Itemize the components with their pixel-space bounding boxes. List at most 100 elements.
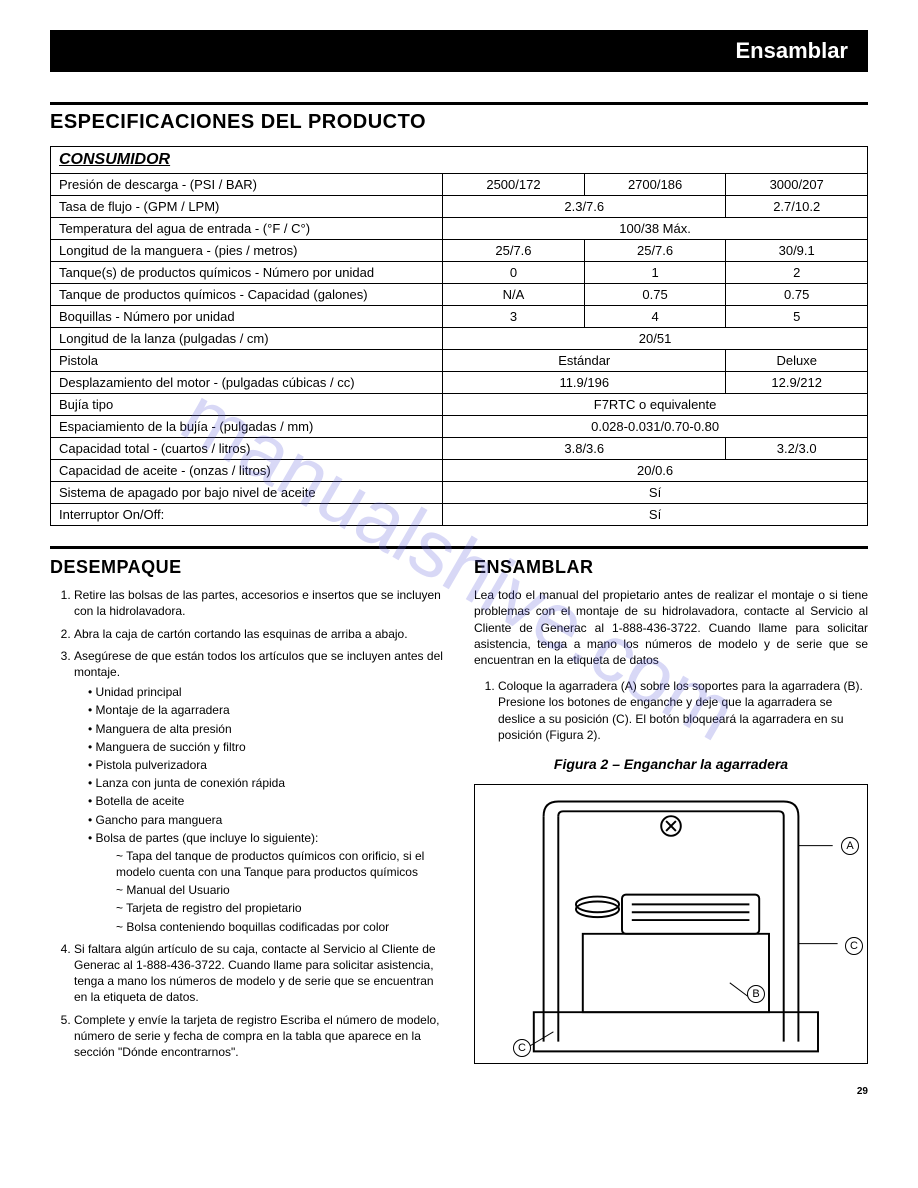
- spec-value: 20/51: [443, 328, 868, 350]
- figure-label-c: C: [845, 937, 863, 955]
- list-item: Bolsa de partes (que incluye lo siguient…: [88, 830, 444, 935]
- list-text: Asegúrese de que están todos los artícul…: [74, 649, 443, 679]
- table-row: Espaciamiento de la bujía - (pulgadas / …: [51, 416, 868, 438]
- spec-value: 2.3/7.6: [443, 196, 726, 218]
- divider: [50, 102, 868, 105]
- spec-value: 0.75: [584, 284, 726, 306]
- spec-value: N/A: [443, 284, 585, 306]
- spec-label: Capacidad total - (cuartos / litros): [51, 438, 443, 460]
- list-item: Coloque la agarradera (A) sobre los sopo…: [498, 678, 868, 743]
- list-item: Si faltara algún artículo de su caja, co…: [74, 941, 444, 1006]
- specs-subheading: CONSUMIDOR: [51, 147, 868, 174]
- table-row: Desplazamiento del motor - (pulgadas cúb…: [51, 372, 868, 394]
- spec-value: 2700/186: [584, 174, 726, 196]
- list-item: Manguera de succión y filtro: [88, 739, 444, 755]
- spec-label: Interruptor On/Off:: [51, 504, 443, 526]
- list-item: Montaje de la agarradera: [88, 702, 444, 718]
- ensamblar-heading: ENSAMBLAR: [474, 555, 868, 579]
- list-item: Bolsa conteniendo boquillas codificadas …: [116, 919, 444, 935]
- specs-table: CONSUMIDOR Presión de descarga - (PSI / …: [50, 146, 868, 526]
- spec-label: Longitud de la manguera - (pies / metros…: [51, 240, 443, 262]
- spec-value: 0.028-0.031/0.70-0.80: [443, 416, 868, 438]
- list-item: Complete y envíe la tarjeta de registro …: [74, 1012, 444, 1061]
- list-item: Botella de aceite: [88, 793, 444, 809]
- figure-title: Figura 2 – Enganchar la agarradera: [474, 755, 868, 774]
- table-row: Presión de descarga - (PSI / BAR)2500/17…: [51, 174, 868, 196]
- spec-label: Capacidad de aceite - (onzas / litros): [51, 460, 443, 482]
- table-row: Capacidad total - (cuartos / litros)3.8/…: [51, 438, 868, 460]
- spec-value: Deluxe: [726, 350, 868, 372]
- table-row: Capacidad de aceite - (onzas / litros)20…: [51, 460, 868, 482]
- spec-value: 20/0.6: [443, 460, 868, 482]
- spec-value: 3.8/3.6: [443, 438, 726, 460]
- spec-value: 0: [443, 262, 585, 284]
- spec-value: 100/38 Máx.: [443, 218, 868, 240]
- desempaque-list: Retire las bolsas de las partes, accesor…: [50, 587, 444, 1060]
- spec-value: F7RTC o equivalente: [443, 394, 868, 416]
- figure-label-c2: C: [513, 1039, 531, 1057]
- list-item: Gancho para manguera: [88, 812, 444, 828]
- figure-2: A C B C: [474, 784, 868, 1064]
- page-number: 29: [50, 1086, 868, 1097]
- table-row: Boquillas - Número por unidad345: [51, 306, 868, 328]
- spec-value: 2: [726, 262, 868, 284]
- table-row: Longitud de la manguera - (pies / metros…: [51, 240, 868, 262]
- table-row: Bujía tipoF7RTC o equivalente: [51, 394, 868, 416]
- spec-value: 4: [584, 306, 726, 328]
- list-item: Manual del Usuario: [116, 882, 444, 898]
- spec-value: 0.75: [726, 284, 868, 306]
- spec-label: Tanque de productos químicos - Capacidad…: [51, 284, 443, 306]
- list-item: Lanza con junta de conexión rápida: [88, 775, 444, 791]
- desempaque-heading: DESEMPAQUE: [50, 555, 444, 579]
- tilde-list: Tapa del tanque de productos químicos co…: [88, 848, 444, 935]
- table-row: PistolaEstándarDeluxe: [51, 350, 868, 372]
- header-bar: Ensamblar: [50, 30, 868, 72]
- spec-label: Boquillas - Número por unidad: [51, 306, 443, 328]
- figure-label-a: A: [841, 837, 859, 855]
- list-item: Asegúrese de que están todos los artícul…: [74, 648, 444, 935]
- table-row: Sistema de apagado por bajo nivel de ace…: [51, 482, 868, 504]
- engine-diagram-icon: [475, 785, 867, 1063]
- spec-value: 3: [443, 306, 585, 328]
- list-item: Retire las bolsas de las partes, accesor…: [74, 587, 444, 619]
- spec-label: Longitud de la lanza (pulgadas / cm): [51, 328, 443, 350]
- spec-label: Pistola: [51, 350, 443, 372]
- spec-label: Sistema de apagado por bajo nivel de ace…: [51, 482, 443, 504]
- spec-label: Tasa de flujo - (GPM / LPM): [51, 196, 443, 218]
- ensamblar-intro: Lea todo el manual del propietario antes…: [474, 587, 868, 668]
- spec-value: Sí: [443, 482, 868, 504]
- spec-label: Espaciamiento de la bujía - (pulgadas / …: [51, 416, 443, 438]
- table-row: Tasa de flujo - (GPM / LPM)2.3/7.62.7/10…: [51, 196, 868, 218]
- table-row: Temperatura del agua de entrada - (°F / …: [51, 218, 868, 240]
- list-item: Tapa del tanque de productos químicos co…: [116, 848, 444, 880]
- table-row: Interruptor On/Off:Sí: [51, 504, 868, 526]
- spec-value: 3000/207: [726, 174, 868, 196]
- spec-value: 30/9.1: [726, 240, 868, 262]
- list-item: Unidad principal: [88, 684, 444, 700]
- spec-value: 2500/172: [443, 174, 585, 196]
- list-item: Abra la caja de cartón cortando las esqu…: [74, 626, 444, 642]
- list-item: Manguera de alta presión: [88, 721, 444, 737]
- header-title: Ensamblar: [736, 38, 849, 63]
- spec-value: 25/7.6: [443, 240, 585, 262]
- spec-value: 12.9/212: [726, 372, 868, 394]
- spec-label: Bujía tipo: [51, 394, 443, 416]
- left-column: DESEMPAQUE Retire las bolsas de las part…: [50, 555, 444, 1066]
- table-row: Tanque de productos químicos - Capacidad…: [51, 284, 868, 306]
- list-item: Pistola pulverizadora: [88, 757, 444, 773]
- spec-value: 1: [584, 262, 726, 284]
- right-column: ENSAMBLAR Lea todo el manual del propiet…: [474, 555, 868, 1066]
- spec-label: Desplazamiento del motor - (pulgadas cúb…: [51, 372, 443, 394]
- spec-label: Temperatura del agua de entrada - (°F / …: [51, 218, 443, 240]
- specs-heading: ESPECIFICACIONES DEL PRODUCTO: [50, 111, 868, 134]
- list-item: Tarjeta de registro del propietario: [116, 900, 444, 916]
- table-row: Longitud de la lanza (pulgadas / cm)20/5…: [51, 328, 868, 350]
- table-row: Tanque(s) de productos químicos - Número…: [51, 262, 868, 284]
- spec-value: Estándar: [443, 350, 726, 372]
- list-text: Bolsa de partes (que incluye lo siguient…: [96, 831, 319, 845]
- sub-list: Unidad principal Montaje de la agarrader…: [74, 684, 444, 935]
- spec-label: Presión de descarga - (PSI / BAR): [51, 174, 443, 196]
- spec-value: 5: [726, 306, 868, 328]
- spec-value: 11.9/196: [443, 372, 726, 394]
- spec-value: Sí: [443, 504, 868, 526]
